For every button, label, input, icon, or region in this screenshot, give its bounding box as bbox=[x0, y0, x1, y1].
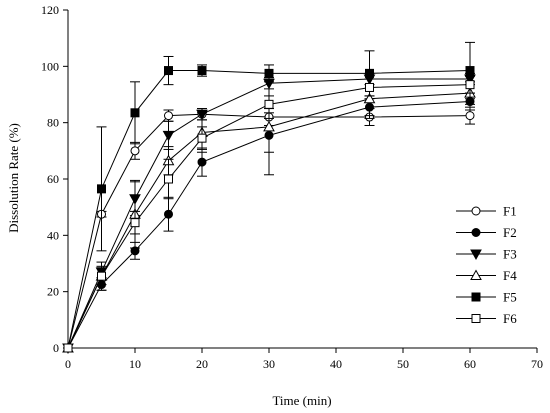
legend: F1 F2 F3 F4 F5 F6 bbox=[456, 204, 517, 326]
legend-marker bbox=[471, 228, 481, 237]
data-point bbox=[465, 66, 475, 76]
data-point bbox=[197, 133, 207, 143]
legend-label: F5 bbox=[503, 290, 517, 305]
series-f6 bbox=[63, 75, 475, 353]
data-point bbox=[363, 92, 376, 104]
legend-label: F1 bbox=[503, 204, 517, 219]
legend-marker bbox=[471, 206, 481, 216]
y-tick-label: 20 bbox=[47, 285, 59, 299]
series-line bbox=[67, 84, 471, 349]
data-point bbox=[130, 146, 140, 156]
legend-marker bbox=[471, 292, 481, 302]
legend-item-f1: F1 bbox=[456, 204, 517, 219]
data-point bbox=[263, 120, 275, 132]
data-point bbox=[197, 66, 207, 76]
y-tick-label: 60 bbox=[47, 172, 59, 186]
legend-marker bbox=[470, 269, 482, 280]
data-point bbox=[164, 174, 173, 184]
data-point bbox=[164, 209, 173, 219]
x-tick-label: 40 bbox=[330, 357, 342, 371]
legend-item-f2: F2 bbox=[456, 225, 517, 240]
legend-marker bbox=[470, 249, 482, 261]
x-tick-label: 20 bbox=[196, 357, 208, 371]
x-tick-label: 30 bbox=[263, 357, 275, 371]
legend-item-f5: F5 bbox=[456, 290, 517, 305]
series-f5 bbox=[63, 41, 475, 353]
legend-label: F4 bbox=[503, 268, 517, 283]
data-point bbox=[264, 99, 274, 109]
data-point bbox=[130, 108, 140, 118]
y-tick-label: 0 bbox=[53, 341, 59, 355]
data-point bbox=[164, 111, 173, 121]
x-tick-label: 50 bbox=[397, 357, 409, 371]
legend-item-f6: F6 bbox=[456, 311, 517, 326]
series-layer bbox=[62, 41, 476, 355]
data-point bbox=[365, 68, 374, 78]
series-line bbox=[67, 101, 471, 349]
x-tick-label: 60 bbox=[464, 357, 476, 371]
data-point bbox=[164, 66, 173, 76]
y-tick-label: 80 bbox=[47, 116, 59, 130]
legend-label: F2 bbox=[503, 225, 517, 240]
x-axis-label: Time (min) bbox=[272, 393, 331, 408]
data-point bbox=[264, 68, 274, 78]
y-tick-label: 120 bbox=[41, 3, 59, 17]
legend-item-f4: F4 bbox=[456, 268, 517, 283]
data-point bbox=[465, 80, 475, 90]
series-line bbox=[67, 92, 471, 349]
y-tick-label: 100 bbox=[41, 59, 59, 73]
x-tick-label: 0 bbox=[65, 357, 71, 371]
data-point bbox=[97, 271, 106, 281]
data-point bbox=[97, 184, 106, 194]
series-line bbox=[67, 70, 471, 349]
data-point bbox=[63, 343, 73, 353]
legend-item-f3: F3 bbox=[456, 247, 517, 262]
legend-label: F6 bbox=[503, 311, 517, 326]
series-line bbox=[67, 78, 470, 349]
data-point bbox=[130, 218, 140, 228]
data-point bbox=[162, 130, 175, 142]
x-tick-label: 70 bbox=[531, 357, 543, 371]
data-point bbox=[197, 157, 207, 167]
legend-label: F3 bbox=[503, 247, 517, 262]
data-point bbox=[365, 82, 374, 92]
series-f4 bbox=[62, 78, 476, 353]
y-axis-label: Dissolution Rate (%) bbox=[6, 123, 21, 233]
legend-marker bbox=[471, 314, 481, 323]
x-tick-label: 10 bbox=[129, 357, 141, 371]
y-tick-label: 40 bbox=[47, 228, 59, 242]
series-line bbox=[67, 113, 471, 349]
data-point bbox=[465, 111, 475, 121]
